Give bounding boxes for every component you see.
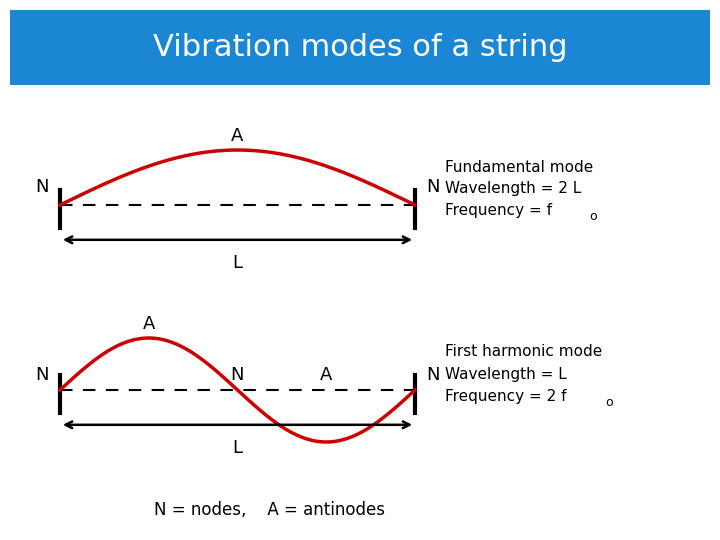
Text: Wavelength = 2 L: Wavelength = 2 L (445, 181, 581, 197)
Text: o: o (589, 211, 597, 224)
Text: First harmonic mode: First harmonic mode (445, 345, 602, 360)
Text: N: N (230, 366, 244, 384)
Text: A: A (231, 127, 243, 145)
Text: N: N (426, 178, 440, 196)
Text: Wavelength = L: Wavelength = L (445, 367, 567, 381)
Text: L: L (233, 439, 243, 457)
Text: N: N (35, 178, 49, 196)
Text: Vibration modes of a string: Vibration modes of a string (153, 33, 567, 62)
Bar (10, 10, 710, 85)
Text: N: N (426, 366, 440, 384)
Text: o: o (605, 395, 613, 408)
Text: L: L (233, 254, 243, 272)
Text: N: N (35, 366, 49, 384)
Text: A: A (143, 315, 155, 333)
Text: Frequency = f: Frequency = f (445, 204, 552, 219)
Text: Fundamental mode: Fundamental mode (445, 159, 593, 174)
Text: N = nodes,    A = antinodes: N = nodes, A = antinodes (155, 501, 385, 519)
Text: Frequency = 2 f: Frequency = 2 f (445, 388, 567, 403)
Text: A: A (320, 366, 333, 384)
